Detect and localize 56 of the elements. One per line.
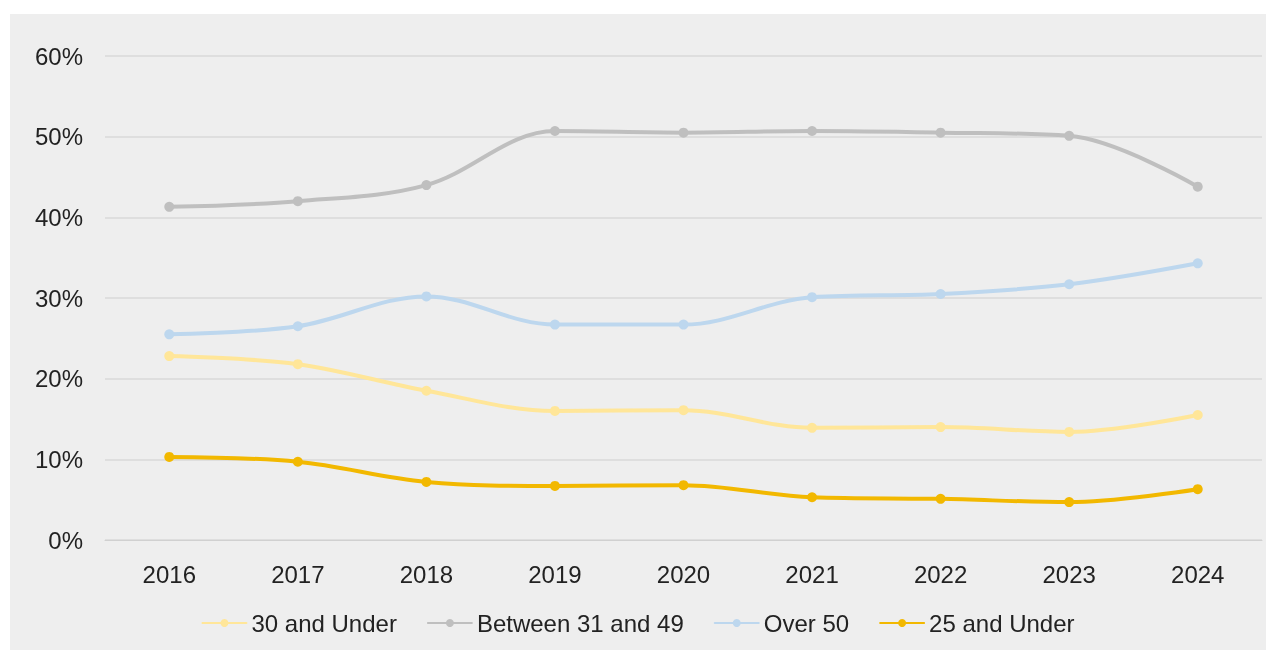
point — [678, 405, 689, 416]
point — [1192, 409, 1203, 420]
point — [421, 291, 432, 302]
point — [164, 329, 175, 340]
point — [292, 321, 303, 332]
x-tick-label: 2017 — [271, 560, 325, 588]
point — [292, 456, 303, 467]
y-tick-label: 30% — [34, 284, 83, 312]
x-tick-label: 2018 — [399, 560, 454, 588]
point — [935, 288, 946, 299]
point — [549, 126, 560, 137]
x-tick-label: 2019 — [528, 560, 582, 588]
point — [807, 492, 818, 503]
point — [421, 180, 432, 191]
point — [549, 405, 560, 416]
point — [935, 422, 946, 433]
legend-label: 25 and Under — [929, 609, 1075, 637]
point — [549, 319, 560, 330]
legend-label: Between 31 and 49 — [476, 609, 684, 637]
point — [1192, 258, 1203, 269]
x-tick-label: 2020 — [656, 560, 711, 588]
legend-label: 30 and Under — [251, 609, 397, 637]
y-tick-label: 20% — [34, 365, 83, 393]
point — [1064, 130, 1075, 141]
point — [1064, 279, 1075, 290]
x-tick-label: 2016 — [142, 560, 196, 588]
x-tick-label: 2024 — [1171, 560, 1225, 588]
x-tick-label: 2021 — [785, 560, 839, 588]
point — [678, 480, 689, 491]
point — [807, 292, 818, 303]
point — [292, 196, 303, 207]
point — [1192, 181, 1203, 192]
point — [164, 351, 175, 362]
y-tick-label: 10% — [34, 445, 83, 473]
point — [678, 319, 689, 330]
y-tick-label: 40% — [34, 203, 83, 231]
y-tick-label: 50% — [34, 123, 83, 151]
y-tick-label: 0% — [48, 526, 83, 554]
point — [935, 493, 946, 504]
point — [549, 480, 560, 491]
point — [1192, 484, 1203, 495]
point — [935, 127, 946, 138]
point — [292, 359, 303, 370]
point — [678, 127, 689, 138]
point — [807, 422, 818, 433]
point — [421, 476, 432, 487]
point — [421, 385, 432, 396]
point — [1064, 426, 1075, 437]
point — [807, 126, 818, 137]
y-tick-label: 60% — [34, 42, 83, 70]
x-tick-label: 2023 — [1042, 560, 1096, 588]
legend-label: Over 50 — [763, 609, 850, 637]
point — [164, 451, 175, 462]
point — [1064, 497, 1075, 508]
x-tick-label: 2022 — [913, 560, 968, 588]
point — [164, 201, 175, 212]
